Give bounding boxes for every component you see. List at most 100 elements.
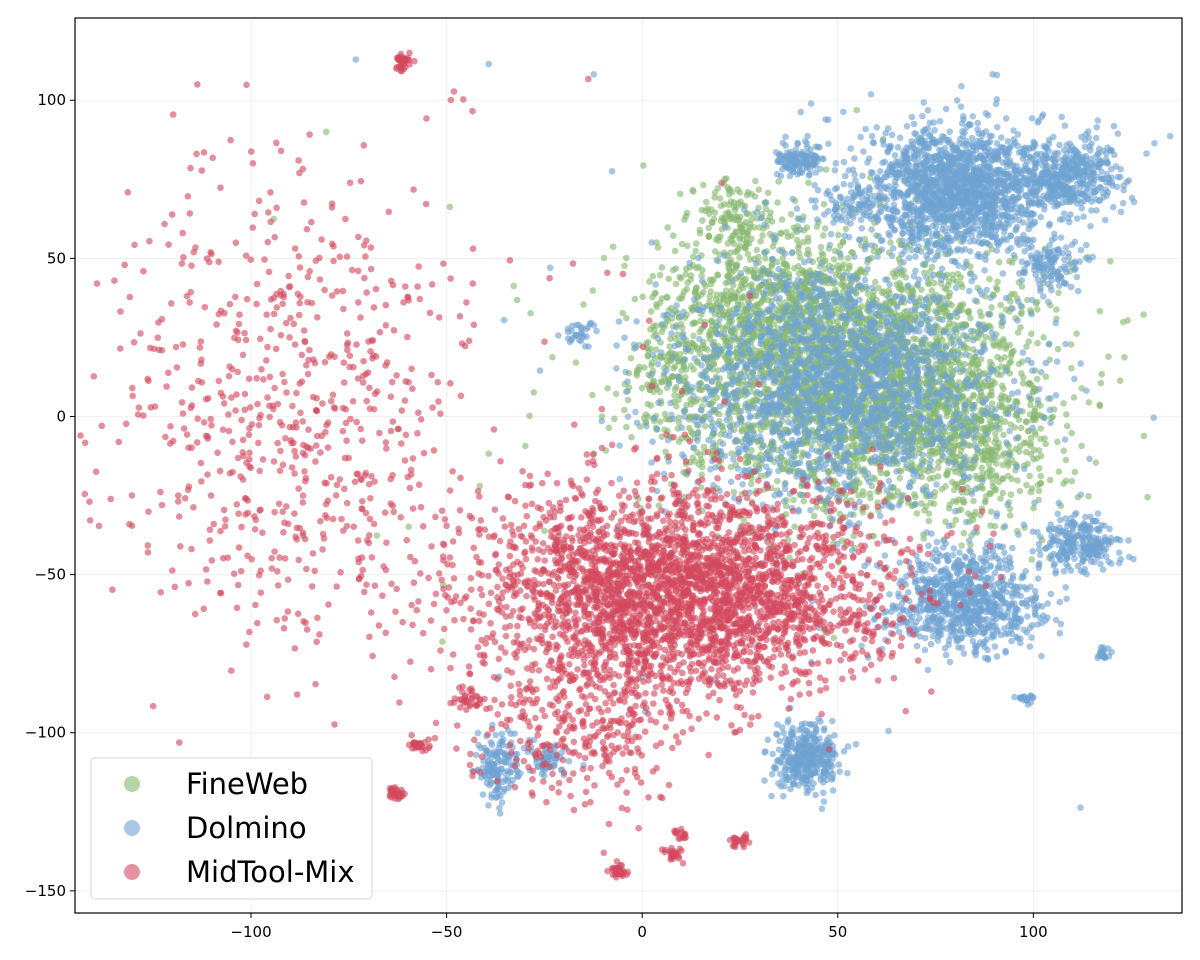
scatter-point xyxy=(743,453,750,461)
scatter-point xyxy=(631,295,639,303)
scatter-point xyxy=(872,278,879,286)
scatter-point xyxy=(1028,381,1035,389)
scatter-point xyxy=(840,261,847,268)
scatter-point xyxy=(862,125,869,133)
scatter-point xyxy=(949,478,956,486)
scatter-point xyxy=(923,274,930,281)
scatter-point xyxy=(1028,556,1035,563)
scatter-point xyxy=(1030,388,1037,395)
scatter-point xyxy=(731,213,739,221)
scatter-point xyxy=(1098,370,1105,378)
scatter-point xyxy=(656,271,664,279)
scatter-point xyxy=(664,294,671,302)
scatter-point xyxy=(1105,353,1112,361)
scatter-point xyxy=(1023,448,1030,456)
scatter-point xyxy=(727,292,735,299)
scatter-point xyxy=(724,298,732,305)
scatter-point xyxy=(986,418,994,425)
scatter-point xyxy=(813,503,820,511)
scatter-point xyxy=(696,229,704,237)
scatter-point xyxy=(810,512,818,520)
scatter-point xyxy=(967,512,975,519)
scatter-point xyxy=(959,498,967,506)
scatter-point xyxy=(960,529,968,537)
scatter-point xyxy=(805,179,812,187)
scatter-point xyxy=(995,258,1003,266)
scatter-point xyxy=(621,262,628,270)
scatter-point xyxy=(994,278,1001,286)
scatter-point xyxy=(692,247,699,255)
scatter-point xyxy=(870,139,878,147)
scatter-point xyxy=(711,248,719,255)
scatter-point xyxy=(1028,114,1036,122)
scatter-point xyxy=(510,282,517,290)
scatter-point xyxy=(1063,411,1070,418)
scatter-point xyxy=(1017,424,1025,432)
scatter-point xyxy=(530,389,538,396)
scatter-point xyxy=(580,301,587,308)
scatter-point xyxy=(622,254,630,262)
scatter-point xyxy=(830,256,838,263)
scatter-point xyxy=(1007,353,1015,360)
scatter-point xyxy=(757,238,764,245)
scatter-point xyxy=(774,199,781,206)
scatter-point xyxy=(934,473,942,480)
scatter-point xyxy=(711,194,718,201)
scatter-point xyxy=(1037,425,1045,432)
scatter-point xyxy=(605,424,613,432)
scatter-point xyxy=(999,452,1007,459)
scatter-point xyxy=(1006,359,1013,367)
scatter-point xyxy=(753,246,760,254)
scatter-point xyxy=(921,507,928,514)
scatter-point xyxy=(689,186,696,194)
scatter-point xyxy=(1121,354,1128,361)
scatter-point xyxy=(1003,457,1011,465)
scatter-point xyxy=(822,166,830,173)
scatter-point xyxy=(1053,306,1060,313)
scatter-point xyxy=(654,244,662,251)
scatter-point xyxy=(690,319,698,327)
scatter-point xyxy=(725,210,732,218)
scatter-point xyxy=(1035,487,1043,495)
scatter-point xyxy=(687,272,695,279)
scatter-point xyxy=(526,412,533,420)
scatter-point xyxy=(1023,343,1030,351)
scatter-point xyxy=(791,265,798,272)
scatter-point xyxy=(970,497,977,505)
scatter-point xyxy=(708,317,715,325)
scatter-point xyxy=(932,335,940,343)
scatter-point xyxy=(687,362,695,370)
scatter-point xyxy=(997,495,1004,502)
scatter-point xyxy=(982,499,989,506)
scatter-point xyxy=(589,287,597,294)
scatter-point xyxy=(1016,448,1023,455)
scatter-point xyxy=(741,244,748,251)
scatter-point xyxy=(926,475,933,483)
scatter-point xyxy=(866,490,874,497)
scatter-point xyxy=(1055,468,1063,476)
scatter-point xyxy=(1037,479,1045,487)
scatter-point xyxy=(1140,432,1148,440)
scatter-point xyxy=(988,467,996,474)
scatter-point xyxy=(485,450,493,458)
scatter-point xyxy=(1025,338,1032,345)
scatter-point xyxy=(728,450,735,457)
scatter-point xyxy=(1018,308,1025,316)
scatter-point xyxy=(945,505,953,512)
scatter-point xyxy=(686,424,693,432)
scatter-point xyxy=(744,458,751,466)
scatter-point xyxy=(1018,358,1026,366)
scatter-point xyxy=(860,454,868,462)
scatter-point xyxy=(1023,481,1030,489)
scatter-point xyxy=(1096,307,1104,315)
scatter-point xyxy=(683,209,691,217)
scatter-point xyxy=(969,113,977,120)
scatter-point xyxy=(627,354,635,362)
scatter-point xyxy=(782,260,789,268)
scatter-point xyxy=(867,91,875,98)
scatter-point xyxy=(957,274,964,281)
scatter-point xyxy=(885,287,892,294)
scatter-point xyxy=(1092,459,1100,467)
scatter-point xyxy=(717,217,725,225)
scatter-point xyxy=(980,437,987,445)
